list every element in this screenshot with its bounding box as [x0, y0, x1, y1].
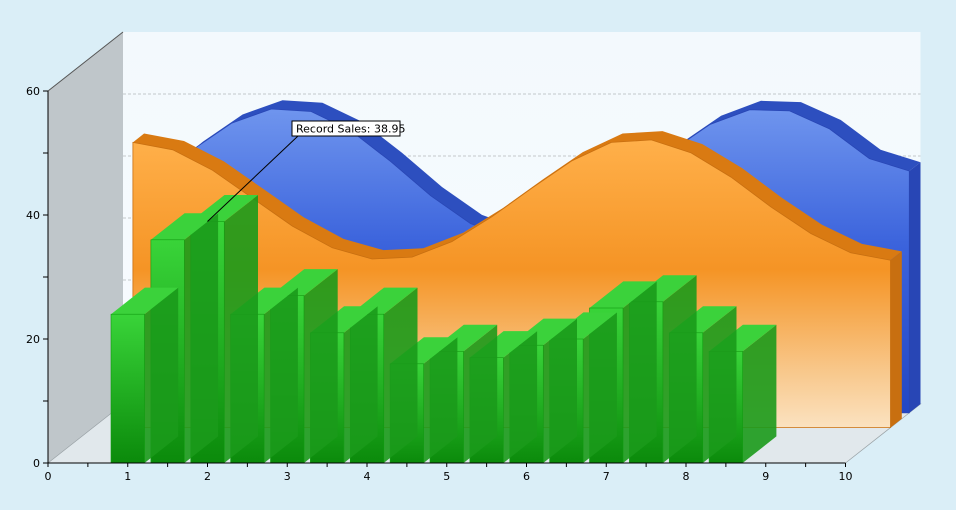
- y-tick-label: 40: [26, 209, 40, 222]
- bar-side: [383, 287, 418, 463]
- series-blue-area-end-cap: [909, 162, 921, 413]
- x-tick-label: 9: [762, 470, 769, 483]
- bar-side: [503, 331, 538, 463]
- x-tick-label: 5: [443, 470, 450, 483]
- bar-1: [110, 287, 179, 464]
- x-tick-label: 8: [683, 470, 690, 483]
- bar-top: [111, 287, 179, 315]
- left-wall: [48, 32, 123, 463]
- x-tick-label: 7: [603, 470, 610, 483]
- bar-side: [742, 324, 777, 463]
- annotation-leader: [207, 135, 299, 222]
- x-tick-label: 1: [124, 470, 131, 483]
- y-tick-label: 20: [26, 333, 40, 346]
- bar-side: [583, 312, 617, 463]
- bar-side: [264, 287, 298, 463]
- x-tick-label: 10: [839, 470, 853, 483]
- bar-side: [224, 195, 258, 463]
- bar-top: [589, 281, 657, 308]
- annotation-label: Record Sales: 38.95: [296, 123, 405, 136]
- bar-side: [662, 275, 697, 463]
- bar-side: [543, 318, 577, 463]
- bar-side: [304, 269, 338, 463]
- bar-side: [463, 324, 498, 463]
- bar-side: [184, 213, 219, 463]
- bar-side: [702, 306, 737, 463]
- y-tick-label: 60: [26, 85, 40, 98]
- y-tick-label: 0: [33, 457, 40, 470]
- series-orange-area-end-cap: [890, 251, 902, 428]
- bar-side: [144, 287, 179, 463]
- x-tick-label: 3: [284, 470, 291, 483]
- series-orange-area-top: [132, 131, 902, 261]
- bar-side: [423, 337, 458, 463]
- bar-top: [150, 213, 219, 240]
- annotation-box: [291, 120, 401, 137]
- x-tick-label: 4: [364, 470, 371, 483]
- x-tick-label: 0: [45, 470, 52, 483]
- left-wall-top-edge: [47, 31, 124, 92]
- bar-front: [110, 313, 145, 464]
- bar-side: [343, 306, 378, 463]
- bar-side: [623, 281, 657, 463]
- x-tick-label: 6: [523, 470, 530, 483]
- x-tick-label: 2: [204, 470, 211, 483]
